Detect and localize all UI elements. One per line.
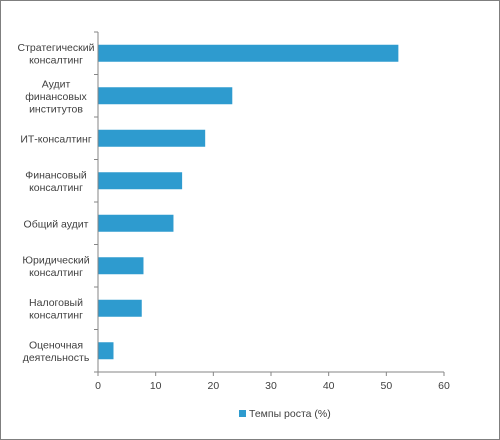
chart-axes <box>94 31 445 376</box>
x-tick-label: 0 <box>95 380 101 392</box>
x-tick-label: 20 <box>207 380 219 392</box>
bar <box>98 172 183 190</box>
bar <box>98 214 174 232</box>
x-tick-label: 50 <box>380 380 392 392</box>
category-label: Финансовый консалтинг <box>25 170 87 195</box>
bar <box>98 44 399 62</box>
chart-bars <box>98 44 399 360</box>
bar <box>98 342 114 360</box>
x-tick-label: 10 <box>150 380 162 392</box>
legend-label: Темпы роста (%) <box>249 408 331 420</box>
category-label: Юридический консалтинг <box>22 255 89 280</box>
category-label: Стратегический консалтинг <box>18 42 95 67</box>
category-labels: Стратегический консалтинг Аудит финансовых и… <box>18 42 95 364</box>
x-tick-labels: 0 10 20 30 40 50 60 <box>95 380 450 392</box>
x-tick-label: 40 <box>323 380 335 392</box>
bar <box>98 129 206 147</box>
x-tick-label: 30 <box>265 380 277 392</box>
category-label: Оценочная деятельность <box>23 340 90 365</box>
x-tick-label: 60 <box>438 380 450 392</box>
category-label: ИТ-консалтинг <box>20 133 91 145</box>
bar <box>98 87 233 105</box>
legend-swatch <box>239 410 246 417</box>
chart-legend: Темпы роста (%) <box>239 408 331 420</box>
category-label: Налоговый консалтинг <box>29 297 83 322</box>
bar <box>98 257 144 275</box>
category-label: Аудит финансовых институтов <box>25 78 87 115</box>
category-label: Общий аудит <box>24 218 89 230</box>
bar <box>98 299 142 317</box>
